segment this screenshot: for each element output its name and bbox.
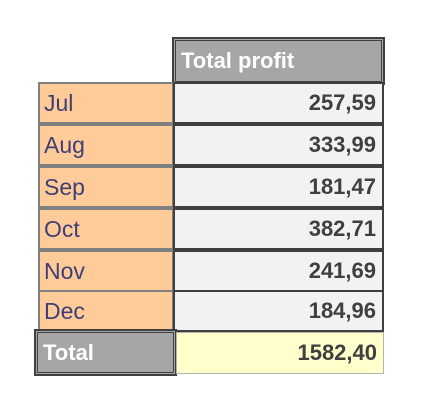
row-label-dec[interactable]: Dec: [38, 290, 174, 332]
cell-profit-sep[interactable]: 181,47: [173, 166, 384, 208]
row-label-aug[interactable]: Aug: [38, 124, 174, 166]
cell-total-profit[interactable]: 1582,40: [176, 332, 384, 374]
column-header-total-profit[interactable]: Total profit: [172, 37, 385, 85]
row-label-oct[interactable]: Oct: [38, 208, 174, 250]
cell-profit-jul[interactable]: 257,59: [173, 82, 384, 124]
cell-profit-dec[interactable]: 184,96: [173, 290, 384, 332]
cell-profit-aug[interactable]: 333,99: [173, 124, 384, 166]
row-label-total[interactable]: Total: [34, 329, 177, 376]
cell-profit-nov[interactable]: 241,69: [173, 250, 384, 292]
row-label-sep[interactable]: Sep: [38, 166, 174, 208]
cell-profit-oct[interactable]: 382,71: [173, 208, 384, 250]
row-label-jul[interactable]: Jul: [38, 82, 174, 124]
row-label-nov[interactable]: Nov: [38, 250, 174, 292]
